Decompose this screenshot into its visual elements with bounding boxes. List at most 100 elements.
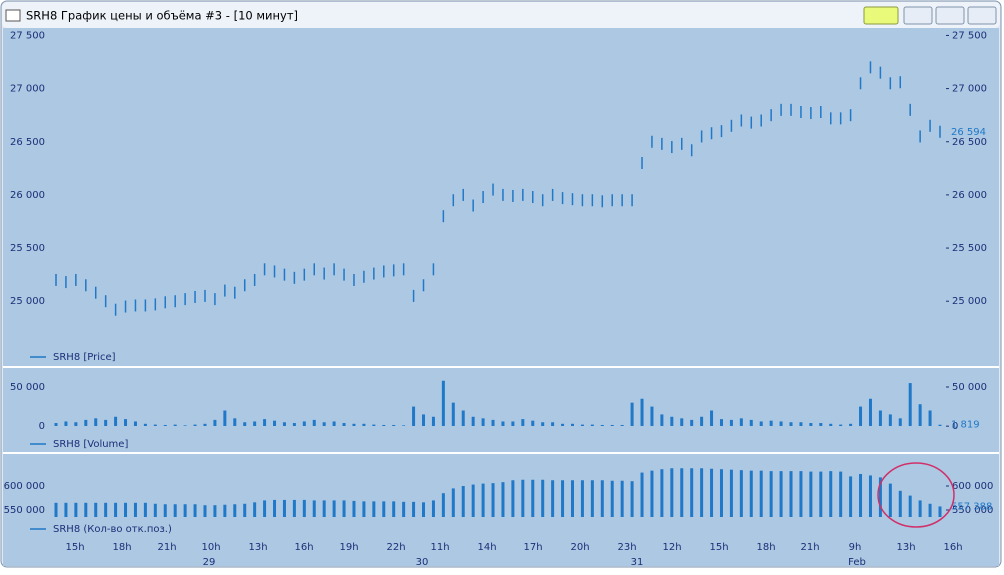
bar <box>392 501 396 517</box>
x-date-label: 29 <box>203 557 216 568</box>
bar <box>223 410 227 426</box>
y-tick-label: 600 000 <box>4 481 45 492</box>
bar <box>779 471 783 517</box>
bar <box>769 471 773 517</box>
bar <box>551 480 555 517</box>
bar <box>282 422 286 426</box>
bar <box>183 504 187 517</box>
bar <box>163 424 167 426</box>
bar <box>690 419 694 426</box>
minimize-button[interactable] <box>903 6 933 25</box>
bar <box>868 475 872 517</box>
bar <box>918 500 922 517</box>
close-button[interactable] <box>967 6 997 25</box>
bar <box>84 502 88 517</box>
bar <box>352 423 356 426</box>
bar <box>84 419 88 426</box>
bar <box>491 419 495 426</box>
bar <box>54 502 58 517</box>
bar <box>700 468 704 517</box>
bar <box>660 414 664 426</box>
bar <box>908 383 912 426</box>
bar <box>481 418 485 426</box>
bar <box>650 406 654 426</box>
x-tick-label: 19h <box>339 542 358 553</box>
bar <box>441 493 445 517</box>
bar <box>580 424 584 426</box>
bar <box>868 398 872 426</box>
bar <box>372 424 376 426</box>
y-tick-label-right: 26 000 <box>952 190 987 201</box>
x-tick-label: 22h <box>386 542 405 553</box>
bar <box>580 480 584 517</box>
x-tick-label: 15h <box>65 542 84 553</box>
y-tick-label-right: 550 000 <box>952 505 993 516</box>
bar <box>938 424 942 426</box>
bar <box>104 502 108 517</box>
x-tick-label: 13h <box>896 542 915 553</box>
bar <box>143 502 147 517</box>
bar <box>561 423 565 426</box>
y-tick-label-right: 50 000 <box>952 382 987 393</box>
maximize-button[interactable] <box>935 6 965 25</box>
bar <box>749 419 753 426</box>
bar <box>342 423 346 426</box>
bar <box>859 474 863 517</box>
bar <box>799 422 803 426</box>
bar <box>839 471 843 517</box>
bar <box>719 419 723 426</box>
bar <box>928 410 932 426</box>
bar <box>322 500 326 517</box>
last-value-label: 1 819 <box>951 420 980 431</box>
y-tick-label: 550 000 <box>4 505 45 516</box>
bar <box>481 483 485 517</box>
x-tick-label: 9h <box>849 542 862 553</box>
x-date-label: 30 <box>416 557 429 568</box>
bar <box>610 424 614 426</box>
bar <box>570 480 574 517</box>
x-tick-label: 15h <box>709 542 728 553</box>
bar <box>173 504 177 517</box>
last-value-label: 26 594 <box>951 127 986 138</box>
bar <box>173 424 177 426</box>
last-value-label: 557 388 <box>951 501 992 512</box>
plot-background <box>3 28 999 566</box>
bar <box>650 470 654 517</box>
bar <box>680 418 684 426</box>
bar <box>710 410 714 426</box>
bar <box>153 503 157 517</box>
legend-label: SRH8 (Кол-во отк.поз.) <box>53 524 172 535</box>
bar <box>402 425 406 426</box>
bar <box>263 419 267 426</box>
title-bar <box>2 2 1000 28</box>
bar <box>531 479 535 517</box>
bar <box>422 414 426 426</box>
link-button[interactable] <box>863 6 899 25</box>
bar <box>739 470 743 517</box>
bar <box>600 424 604 426</box>
bar <box>412 501 416 517</box>
x-tick-label: 21h <box>157 542 176 553</box>
bar <box>680 468 684 517</box>
bar <box>819 471 823 517</box>
bar <box>461 486 465 517</box>
bar <box>412 406 416 426</box>
bar <box>223 504 227 517</box>
bar <box>640 398 644 426</box>
x-tick-label: 11h <box>430 542 449 553</box>
bar <box>670 416 674 426</box>
bar <box>839 424 843 426</box>
x-tick-label: 21h <box>800 542 819 553</box>
bar <box>541 479 545 517</box>
bar <box>392 424 396 426</box>
bar <box>292 499 296 517</box>
bar <box>829 423 833 426</box>
x-date-label: 31 <box>631 557 644 568</box>
bar <box>233 504 237 517</box>
bar <box>114 502 118 517</box>
bar <box>729 469 733 517</box>
bar <box>471 484 475 517</box>
bar <box>590 480 594 517</box>
bar <box>471 416 475 426</box>
bar <box>719 469 723 517</box>
